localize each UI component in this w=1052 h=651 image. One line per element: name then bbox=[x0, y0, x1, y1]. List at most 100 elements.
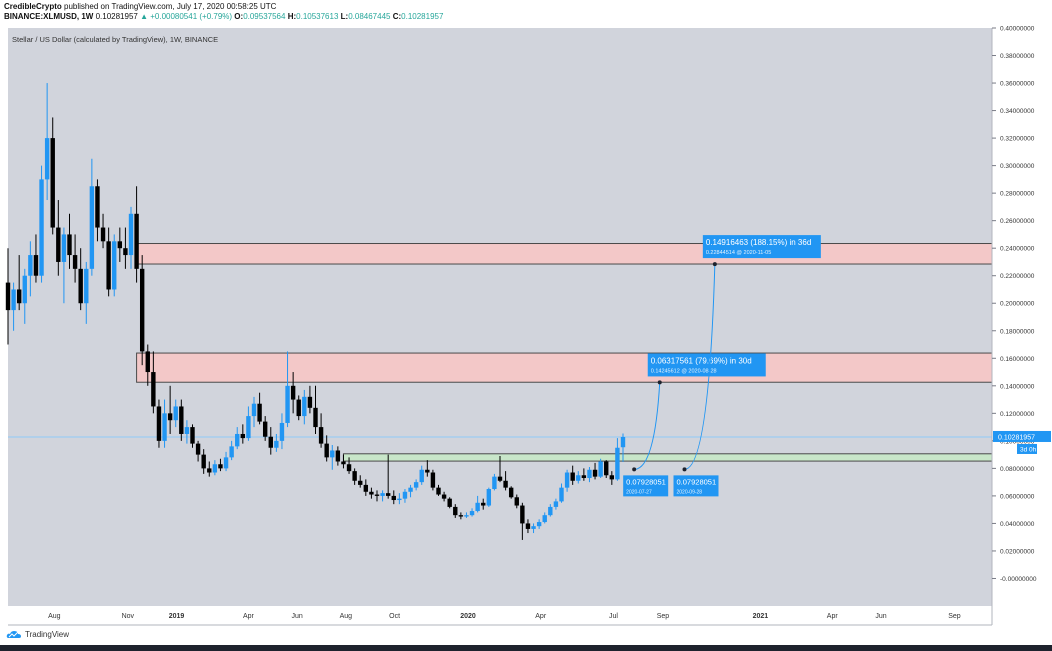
candle-body[interactable] bbox=[335, 450, 341, 462]
candle-body[interactable] bbox=[458, 515, 464, 517]
candle-body[interactable] bbox=[95, 186, 100, 228]
candle-body[interactable] bbox=[123, 248, 128, 256]
candle-body[interactable] bbox=[425, 469, 430, 473]
candle-body[interactable] bbox=[285, 385, 290, 423]
candle-body[interactable] bbox=[620, 436, 626, 448]
candle-body[interactable] bbox=[262, 421, 268, 437]
candle-body[interactable] bbox=[251, 403, 257, 417]
candle-body[interactable] bbox=[464, 515, 469, 517]
candle-body[interactable] bbox=[352, 471, 357, 481]
candle-body[interactable] bbox=[497, 476, 503, 481]
candle-body[interactable] bbox=[128, 213, 134, 256]
candle-body[interactable] bbox=[536, 522, 542, 527]
candle-body[interactable] bbox=[447, 498, 452, 507]
candle-body[interactable] bbox=[223, 457, 229, 469]
candle-body[interactable] bbox=[167, 413, 173, 421]
candle-body[interactable] bbox=[117, 241, 123, 249]
candle-body[interactable] bbox=[318, 427, 324, 444]
candle-body[interactable] bbox=[380, 493, 385, 496]
candle-body[interactable] bbox=[453, 506, 458, 516]
candle-body[interactable] bbox=[184, 427, 190, 434]
candle-body[interactable] bbox=[492, 476, 497, 490]
projection-end-point[interactable] bbox=[712, 262, 717, 267]
candle-body[interactable] bbox=[72, 255, 78, 269]
candle-body[interactable] bbox=[156, 406, 162, 441]
publisher-name[interactable]: CredibleCrypto bbox=[4, 2, 62, 11]
candle-body[interactable] bbox=[576, 475, 581, 481]
projection-start-point[interactable] bbox=[632, 467, 637, 472]
candle-body[interactable] bbox=[106, 241, 111, 290]
candle-body[interactable] bbox=[531, 526, 536, 529]
candle-body[interactable] bbox=[469, 511, 475, 516]
candle-body[interactable] bbox=[609, 475, 615, 480]
candle-body[interactable] bbox=[78, 268, 83, 304]
candle-body[interactable] bbox=[324, 443, 329, 458]
candle-body[interactable] bbox=[604, 461, 609, 476]
symbol-label[interactable]: BINANCE:XLMUSD, 1W bbox=[4, 12, 94, 21]
candle-body[interactable] bbox=[212, 464, 218, 473]
candle-body[interactable] bbox=[615, 447, 620, 480]
candle-body[interactable] bbox=[28, 255, 33, 276]
candle-body[interactable] bbox=[430, 472, 436, 488]
candle-body[interactable] bbox=[358, 480, 363, 485]
candle-body[interactable] bbox=[195, 443, 201, 455]
candle-body[interactable] bbox=[307, 396, 313, 408]
candle-body[interactable] bbox=[229, 446, 234, 458]
candle-body[interactable] bbox=[385, 493, 391, 496]
candle-body[interactable] bbox=[486, 489, 492, 506]
candle-body[interactable] bbox=[481, 502, 486, 506]
candle-body[interactable] bbox=[514, 497, 519, 506]
candle-body[interactable] bbox=[139, 268, 145, 352]
candle-body[interactable] bbox=[33, 255, 39, 276]
candle-body[interactable] bbox=[22, 275, 27, 304]
candle-body[interactable] bbox=[16, 289, 22, 304]
candle-body[interactable] bbox=[436, 487, 441, 495]
projection-end-point[interactable] bbox=[657, 380, 662, 385]
candle-body[interactable] bbox=[50, 138, 55, 228]
candle-body[interactable] bbox=[173, 406, 178, 421]
candle-body[interactable] bbox=[391, 495, 396, 501]
candle-body[interactable] bbox=[330, 450, 335, 458]
candle-body[interactable] bbox=[570, 472, 575, 481]
candle-body[interactable] bbox=[369, 491, 374, 495]
candle-body[interactable] bbox=[363, 484, 369, 492]
candle-body[interactable] bbox=[257, 403, 262, 422]
candle-body[interactable] bbox=[542, 515, 547, 523]
candle-body[interactable] bbox=[374, 494, 380, 496]
candle-body[interactable] bbox=[61, 234, 67, 262]
candle-body[interactable] bbox=[402, 491, 408, 499]
candle-body[interactable] bbox=[235, 433, 240, 447]
candle-body[interactable] bbox=[587, 469, 592, 479]
candle-body[interactable] bbox=[313, 407, 318, 428]
candle-body[interactable] bbox=[581, 475, 587, 479]
candle-body[interactable] bbox=[341, 461, 346, 465]
candle-body[interactable] bbox=[564, 472, 570, 488]
candle-body[interactable] bbox=[39, 179, 44, 276]
candle-body[interactable] bbox=[11, 289, 16, 311]
candle-body[interactable] bbox=[162, 413, 167, 441]
candle-body[interactable] bbox=[207, 468, 212, 473]
candle-body[interactable] bbox=[56, 227, 61, 262]
candle-body[interactable] bbox=[525, 523, 531, 529]
candle-body[interactable] bbox=[419, 469, 424, 483]
candle-body[interactable] bbox=[290, 385, 296, 400]
candle-body[interactable] bbox=[151, 372, 156, 407]
candle-body[interactable] bbox=[475, 502, 480, 512]
candle-body[interactable] bbox=[598, 461, 603, 477]
candle-body[interactable] bbox=[548, 506, 553, 516]
candle-body[interactable] bbox=[67, 234, 72, 256]
candle-body[interactable] bbox=[274, 440, 279, 448]
candle-body[interactable] bbox=[268, 436, 273, 448]
candle-body[interactable] bbox=[246, 416, 251, 439]
candle-body[interactable] bbox=[44, 138, 50, 180]
candle-body[interactable] bbox=[201, 454, 206, 469]
candle-body[interactable] bbox=[112, 241, 117, 290]
candle-body[interactable] bbox=[559, 487, 564, 502]
candle-body[interactable] bbox=[592, 469, 598, 477]
candle-body[interactable] bbox=[240, 433, 246, 439]
candle-body[interactable] bbox=[100, 227, 106, 242]
candle-body[interactable] bbox=[503, 480, 508, 488]
projection-start-point[interactable] bbox=[682, 467, 687, 472]
candle-body[interactable] bbox=[5, 282, 11, 311]
tradingview-logo[interactable]: TradingView bbox=[6, 630, 69, 639]
